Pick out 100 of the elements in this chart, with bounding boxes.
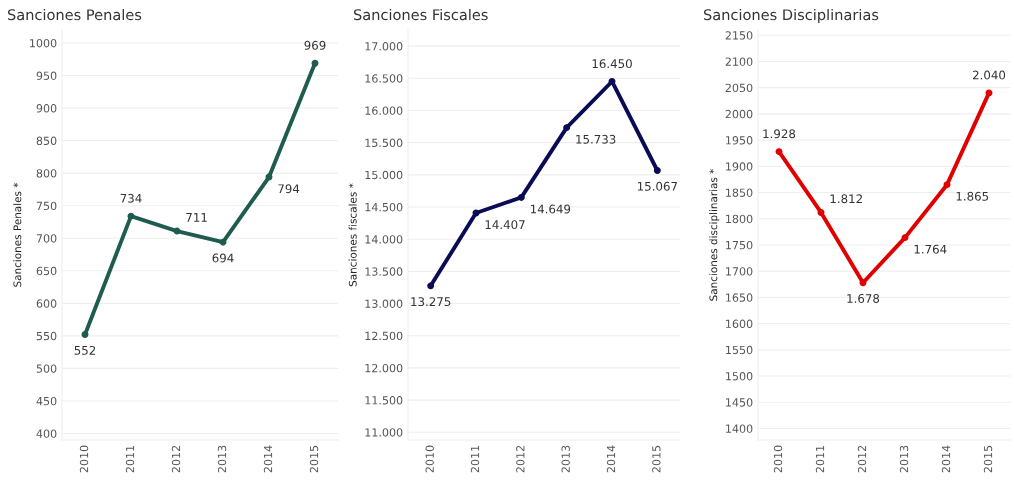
point xyxy=(653,167,661,174)
data-label: 13.275 xyxy=(411,297,451,307)
data-label: 1.764 xyxy=(914,244,947,254)
data-label: 15.733 xyxy=(576,134,616,144)
chart-title: Sanciones Penales xyxy=(7,8,142,21)
data-label: 552 xyxy=(74,345,96,355)
x-tick-label: 2015 xyxy=(309,445,319,473)
y-tick-label: 1950 xyxy=(726,136,753,145)
y-tick-label: 13.000 xyxy=(365,299,403,308)
point xyxy=(219,238,227,246)
y-tick-label: 16.000 xyxy=(365,106,403,115)
data-label: 14.649 xyxy=(530,204,571,214)
y-tick-label: 11.000 xyxy=(365,428,403,437)
y-tick-label: 850 xyxy=(36,136,57,146)
x-tick-label: 2012 xyxy=(516,445,525,473)
y-tick-label: 1400 xyxy=(726,424,753,433)
data-label: 14.407 xyxy=(485,220,525,230)
x-tick-label: 2011 xyxy=(470,445,480,473)
data-label: 969 xyxy=(304,40,326,50)
y-tick-label: 14.000 xyxy=(365,235,403,244)
point xyxy=(817,208,825,216)
y-tick-label: 1450 xyxy=(726,398,753,407)
point xyxy=(311,59,319,67)
y-tick-label: 500 xyxy=(36,364,57,373)
point xyxy=(517,193,525,201)
point xyxy=(943,181,951,189)
x-tick-label: 2015 xyxy=(652,445,661,473)
y-tick-label: 650 xyxy=(36,266,57,276)
y-axis-title: Sanciones fiscales * xyxy=(348,183,357,287)
point xyxy=(985,89,993,97)
y-tick-label: 1000 xyxy=(30,38,57,48)
y-tick-label: 16.500 xyxy=(365,74,403,83)
data-label: 734 xyxy=(120,193,142,203)
y-axis-title: Sanciones disciplinarias * xyxy=(709,168,720,301)
y-tick-label: 2100 xyxy=(725,57,753,66)
data-label: 694 xyxy=(212,253,234,263)
y-tick-label: 950 xyxy=(36,71,57,80)
point xyxy=(775,148,783,156)
data-label: 1.865 xyxy=(956,191,989,201)
y-tick-label: 450 xyxy=(36,396,57,406)
y-tick-label: 12.500 xyxy=(365,331,403,341)
chart-title: Sanciones Disciplinarias xyxy=(703,8,879,24)
x-tick-label: 2011 xyxy=(815,445,825,473)
y-tick-label: 12.000 xyxy=(365,363,403,373)
data-label: 15.067 xyxy=(637,181,677,191)
x-tick-label: 2014 xyxy=(606,445,616,473)
y-tick-label: 2000 xyxy=(725,109,753,119)
y-tick-label: 17.000 xyxy=(365,42,403,51)
y-tick-label: 400 xyxy=(36,429,57,438)
x-tick-label: 2010 xyxy=(79,445,89,473)
y-tick-label: 550 xyxy=(36,331,57,341)
y-tick-label: 1600 xyxy=(726,319,753,328)
point xyxy=(427,282,435,290)
y-tick-label: 600 xyxy=(36,299,57,308)
point xyxy=(173,227,181,235)
y-tick-label: 2150 xyxy=(725,31,753,40)
chart-title: Sanciones Fiscales xyxy=(353,8,488,21)
x-tick-label: 2013 xyxy=(561,445,570,473)
y-tick-label: 1750 xyxy=(726,240,753,250)
data-label: 1.812 xyxy=(830,194,862,204)
x-tick-label: 2015 xyxy=(983,445,993,473)
x-tick-label: 2014 xyxy=(263,445,273,473)
y-tick-label: 15.500 xyxy=(365,138,403,148)
point xyxy=(563,124,571,132)
data-label: 1.678 xyxy=(847,294,880,303)
data-label: 2.040 xyxy=(972,70,1006,80)
data-label: 794 xyxy=(278,184,300,194)
y-tick-label: 1850 xyxy=(726,188,753,197)
y-tick-label: 2050 xyxy=(725,83,753,93)
x-tick-label: 2010 xyxy=(425,445,434,473)
y-tick-label: 14.500 xyxy=(365,202,403,212)
point xyxy=(81,331,89,339)
y-tick-label: 900 xyxy=(36,104,57,113)
x-tick-label: 2014 xyxy=(941,445,951,473)
y-tick-label: 1550 xyxy=(726,345,753,355)
point xyxy=(901,234,909,242)
x-tick-label: 2013 xyxy=(217,445,227,473)
y-tick-label: 1800 xyxy=(726,214,753,224)
data-label: 1.928 xyxy=(763,129,796,139)
y-tick-label: 11.500 xyxy=(365,396,403,405)
x-tick-label: 2012 xyxy=(857,445,867,473)
x-tick-label: 2012 xyxy=(171,445,181,473)
point xyxy=(608,78,616,85)
y-tick-label: 15.000 xyxy=(365,170,403,180)
data-label: 16.450 xyxy=(592,59,632,69)
y-tick-label: 1700 xyxy=(726,267,753,276)
point xyxy=(859,279,867,287)
y-axis-title: Sanciones Penales * xyxy=(13,182,22,287)
x-tick-label: 2011 xyxy=(125,445,135,473)
x-tick-label: 2010 xyxy=(773,445,783,473)
y-tick-label: 1900 xyxy=(726,162,753,171)
y-tick-label: 800 xyxy=(36,169,57,178)
x-tick-label: 2013 xyxy=(899,445,909,473)
y-tick-label: 1650 xyxy=(726,293,753,302)
point xyxy=(127,212,135,220)
y-tick-label: 1500 xyxy=(726,372,753,381)
y-tick-label: 13.500 xyxy=(365,267,403,276)
y-tick-label: 700 xyxy=(36,234,57,243)
data-label: 711 xyxy=(186,213,207,222)
y-tick-label: 750 xyxy=(36,201,57,211)
